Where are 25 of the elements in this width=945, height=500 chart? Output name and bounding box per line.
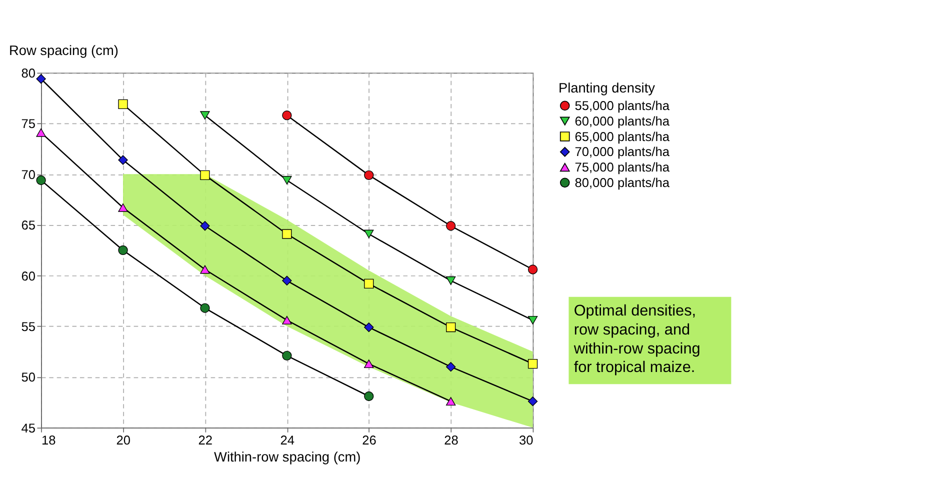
text: Optimal densities, row spacing, and within-row spacing for tropical maize.: [572, 302, 700, 376]
y-tick-label: 70: [21, 166, 36, 182]
legend-label: 75,000 plants/ha: [574, 160, 670, 175]
y-tick-label: 55: [21, 318, 36, 334]
y-tick-label: 65: [21, 218, 36, 233]
y-tick-label: 75: [21, 116, 36, 132]
legend-label: 55,000 plants/ha: [574, 98, 670, 113]
y-tick-label: 45: [21, 420, 36, 436]
x-tick-label: 20: [116, 432, 131, 448]
x-tick-label: 18: [41, 432, 56, 448]
legend-label: 60,000 plants/ha: [574, 113, 670, 128]
x-tick-label: 22: [198, 432, 213, 448]
y-tick-label: 80: [21, 65, 36, 80]
y-tick-label: 60: [21, 268, 36, 284]
y-axis-title: Row spacing (cm): [8, 43, 118, 58]
legend-title: Planting density: [558, 80, 656, 96]
x-tick-label: 24: [280, 432, 294, 448]
legend-label: 70,000 plants/ha: [574, 144, 670, 160]
x-tick-label: 28: [444, 432, 458, 448]
y-tick-label: 50: [21, 370, 36, 385]
legend-label: 80,000 plants/ha: [574, 174, 670, 190]
x-tick-label: 26: [362, 432, 376, 448]
x-axis-title: Within-row spacing (cm): [214, 449, 361, 464]
legend-label: 65,000 plants/ha: [574, 128, 670, 144]
x-tick-label: 30: [518, 432, 534, 448]
